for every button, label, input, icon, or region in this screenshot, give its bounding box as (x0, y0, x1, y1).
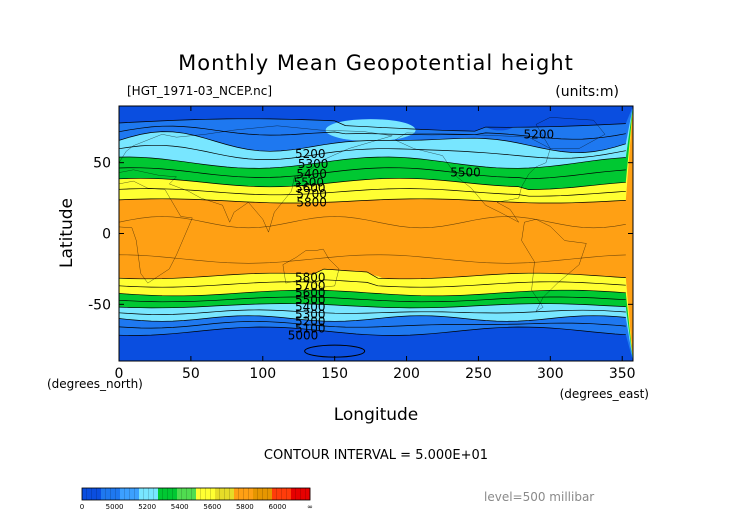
y-axis-units: (degrees_north) (47, 377, 143, 391)
y-axis-label: Latitude (57, 198, 77, 268)
ridge-north-pacific (325, 119, 416, 142)
contour-north-0 (119, 198, 626, 204)
contour-label-2: 5400 (296, 167, 327, 181)
contour-equator-south (119, 254, 626, 264)
contour-north-4 (119, 156, 626, 169)
contour-north-6 (119, 131, 626, 153)
x-tick-label-0: 0 (115, 366, 124, 382)
coastline-4 (394, 132, 551, 223)
contour-south-6 (119, 315, 626, 322)
colorbar-label-2: 5200 (138, 503, 156, 511)
colorbar-label-5: 5800 (236, 503, 254, 511)
contour-label-8: 5200 (524, 127, 555, 141)
coastline-3 (521, 219, 587, 313)
units-label: (units:m) (555, 84, 619, 100)
x-tick-label-7: 350 (609, 366, 636, 382)
colorbar-label-6: 6000 (269, 503, 287, 511)
y-tick-label-1: 0 (102, 227, 111, 243)
contour-interval: CONTOUR INTERVAL = 5.000E+01 (264, 448, 488, 463)
x-axis-label: Longitude (334, 405, 419, 425)
colorbar-label-0: 0 (80, 503, 84, 511)
coastline-1 (119, 125, 393, 233)
contour-south-2 (119, 289, 626, 297)
contour-south-3 (119, 296, 626, 303)
x-tick-label-5: 250 (465, 366, 492, 382)
contour-label-7: 5500 (450, 166, 481, 180)
contour-label-14: 5300 (295, 307, 326, 321)
colorbar: 0 5000 5200 5400 5600 5800 6000 ∞ (80, 487, 313, 511)
low-north-polar (485, 118, 516, 131)
x-tick-label-3: 150 (321, 366, 348, 382)
colorbar-label-3: 5400 (171, 503, 189, 511)
y-tick-label-2: -50 (88, 297, 111, 313)
y-tick-label-0: 50 (93, 156, 111, 172)
plot-area: 5200530054005500560057005800550052005800… (88, 105, 636, 382)
contour-north-7 (119, 125, 626, 140)
contour-north-1 (119, 188, 626, 197)
contour-label-16: 5100 (295, 321, 326, 335)
contour-south-4 (119, 303, 626, 309)
low-south-polar (304, 344, 366, 358)
contour-label-0: 5200 (295, 147, 326, 161)
colorbar-frame (81, 487, 311, 501)
contour-label-12: 5500 (295, 293, 326, 307)
contour-south-0 (119, 268, 626, 280)
coastline-5 (535, 117, 606, 149)
contour-north-3 (119, 167, 626, 180)
band-south-below-5000 (119, 327, 633, 361)
contour-label-10: 5700 (295, 279, 326, 293)
contour-label-13: 5400 (295, 300, 326, 314)
colorbar-label-7: ∞ (307, 503, 313, 511)
trough-south-pacific (314, 273, 385, 288)
x-tick-label-4: 200 (393, 366, 420, 382)
contour-label-17: 5000 (288, 329, 319, 343)
x-tick-label-6: 300 (537, 366, 564, 382)
level-label: level=500 millibar (484, 490, 594, 504)
contour-south-7 (119, 321, 626, 329)
x-axis-units: (degrees_east) (560, 387, 649, 401)
contour-label-3: 5500 (294, 176, 325, 190)
colorbar-label-1: 5000 (106, 503, 124, 511)
x-tick-label-2: 100 (249, 366, 276, 382)
contour-label-6: 5800 (296, 195, 327, 209)
contour-label-11: 5600 (295, 286, 326, 300)
contour-south-5 (119, 309, 626, 315)
contour-north-5 (119, 144, 626, 160)
colorbar-label-4: 5600 (203, 503, 221, 511)
contour-north-2 (119, 177, 626, 190)
contour-label-4: 5600 (295, 181, 326, 195)
x-tick-label-1: 50 (182, 366, 200, 382)
contour-label-9: 5800 (295, 270, 326, 284)
contour-label-15: 5200 (295, 314, 326, 328)
coastline-0 (119, 180, 193, 284)
contour-label-1: 5300 (298, 157, 329, 171)
contour-equator-north (119, 216, 626, 229)
chart-subtitle: [HGT_1971-03_NCEP.nc] (127, 84, 272, 98)
coastline-2 (282, 248, 340, 288)
chart-title: Monthly Mean Geopotential height (178, 51, 574, 75)
contour-label-5: 5700 (296, 187, 327, 201)
contour-north-8 (119, 118, 626, 132)
contour-south-1 (119, 279, 626, 288)
contour-south-8 (119, 326, 626, 336)
